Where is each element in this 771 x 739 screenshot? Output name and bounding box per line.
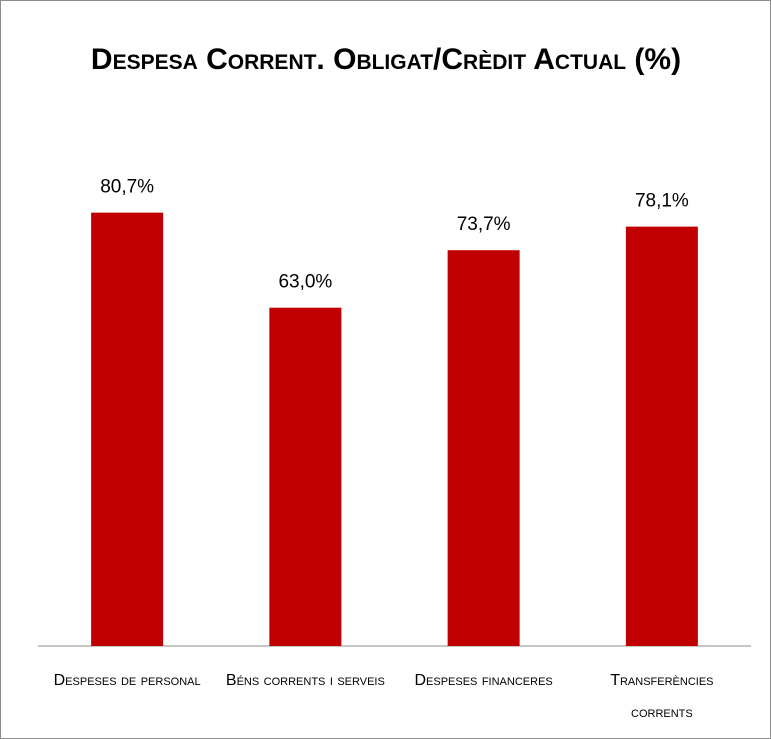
- value-label: 80,7%: [100, 177, 154, 198]
- x-tick-label: Despeses financeres: [414, 672, 553, 689]
- bar: [625, 226, 698, 646]
- x-tick-label: Transferències corrents: [610, 672, 714, 721]
- bar: [447, 250, 520, 646]
- bar: [91, 212, 164, 647]
- value-label: 63,0%: [278, 272, 332, 293]
- value-label: 78,1%: [635, 191, 689, 212]
- x-tick-label: Despeses de personal: [53, 672, 201, 689]
- bar: [269, 307, 342, 646]
- value-label: 73,7%: [457, 214, 511, 235]
- x-tick-label: Béns corrents i serveis: [225, 672, 385, 689]
- chart-title: Despesa Corrent. Obligat/Crèdit Actual (…: [90, 43, 682, 76]
